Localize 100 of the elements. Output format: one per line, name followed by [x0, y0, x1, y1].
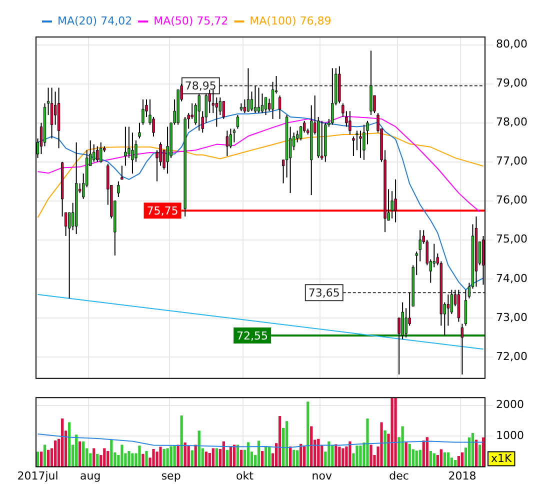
bar	[60, 418, 64, 467]
y-tick-label: 77,00	[496, 154, 528, 168]
legend-label: MA(100) 76,89	[250, 14, 332, 28]
bar	[328, 441, 330, 467]
bar	[190, 450, 194, 467]
bar	[173, 446, 176, 467]
bar	[370, 444, 372, 467]
candlestick	[390, 190, 394, 219]
y-tick-label: 75,00	[496, 232, 528, 246]
bar	[296, 450, 299, 467]
bar	[440, 449, 442, 467]
bar	[145, 450, 148, 467]
bar	[338, 446, 341, 467]
bar	[68, 422, 71, 467]
x-tick-label: nov	[312, 469, 332, 482]
bar	[106, 450, 110, 467]
bar	[356, 446, 358, 467]
bar	[152, 448, 155, 467]
bar	[96, 454, 99, 467]
bar	[264, 446, 268, 467]
bar	[422, 440, 425, 467]
bar	[310, 426, 313, 467]
bar	[384, 430, 386, 467]
bar	[138, 446, 141, 467]
bar	[43, 444, 46, 467]
candlestick	[394, 178, 397, 223]
bar	[474, 440, 478, 467]
bar	[180, 415, 183, 467]
bar	[348, 441, 352, 467]
y-tick-label: 74,00	[496, 272, 528, 285]
bar	[429, 450, 432, 467]
x-tick-label: aug	[80, 469, 101, 482]
bar	[103, 448, 106, 467]
bar	[426, 437, 428, 467]
bar	[331, 446, 334, 467]
legend-label: MA(50) 75,72	[154, 14, 228, 28]
bar	[128, 450, 130, 467]
ref-line-label: 73,65	[308, 286, 340, 300]
x-tick-label: dec	[389, 469, 409, 482]
bar	[482, 437, 485, 467]
bar	[212, 448, 214, 467]
y-tick-label: 78,00	[496, 116, 528, 129]
bar	[120, 444, 124, 467]
y-tick-label: 1000	[496, 428, 524, 442]
bar	[446, 452, 450, 467]
bar	[36, 452, 40, 467]
bar	[131, 453, 134, 467]
bar	[292, 450, 296, 467]
bar	[418, 450, 422, 467]
bar	[457, 456, 460, 467]
bar	[278, 416, 282, 467]
bar	[142, 454, 144, 467]
y-tick-label: 80,00	[496, 38, 528, 51]
bar	[240, 450, 243, 467]
bar	[184, 442, 186, 467]
bar	[82, 441, 85, 467]
y-axis-title: x1K	[491, 452, 513, 466]
bar	[303, 446, 306, 467]
bar	[432, 453, 436, 467]
bar	[460, 452, 464, 467]
y-tick-label: 72,00	[496, 350, 528, 363]
bar	[468, 437, 471, 467]
bar	[380, 422, 383, 467]
bar	[359, 446, 362, 467]
bar	[408, 444, 411, 467]
bar	[40, 452, 43, 467]
y-tick-label: 2000	[496, 398, 524, 412]
bar	[222, 441, 225, 467]
bar	[170, 446, 172, 467]
bar	[366, 418, 369, 467]
bar	[404, 442, 408, 467]
bar	[226, 450, 228, 467]
bar	[390, 398, 394, 467]
ref-line-label: 78,95	[184, 80, 216, 93]
bar	[204, 452, 208, 467]
bar	[334, 444, 338, 467]
bar	[443, 452, 446, 467]
bar	[198, 430, 200, 467]
bar	[260, 450, 264, 467]
bar	[394, 398, 397, 467]
bar	[159, 446, 162, 467]
bar	[229, 446, 232, 467]
bar	[471, 432, 474, 467]
bar	[92, 448, 96, 467]
y-tick-label: 79,00	[496, 76, 528, 90]
x-tick-label: 2018	[448, 469, 476, 482]
bar	[317, 438, 320, 467]
x-tick-label: okt	[236, 469, 254, 482]
bar	[401, 426, 404, 467]
bar	[285, 421, 288, 467]
bar	[246, 442, 250, 467]
bar	[454, 460, 456, 467]
ref-line-label: 72,55	[236, 329, 268, 342]
bar	[187, 446, 190, 467]
y-tick-label: 76,00	[496, 194, 528, 207]
bar	[78, 441, 82, 467]
bar	[54, 440, 57, 467]
bar	[110, 440, 113, 467]
bar	[268, 446, 271, 467]
bar	[46, 450, 50, 467]
